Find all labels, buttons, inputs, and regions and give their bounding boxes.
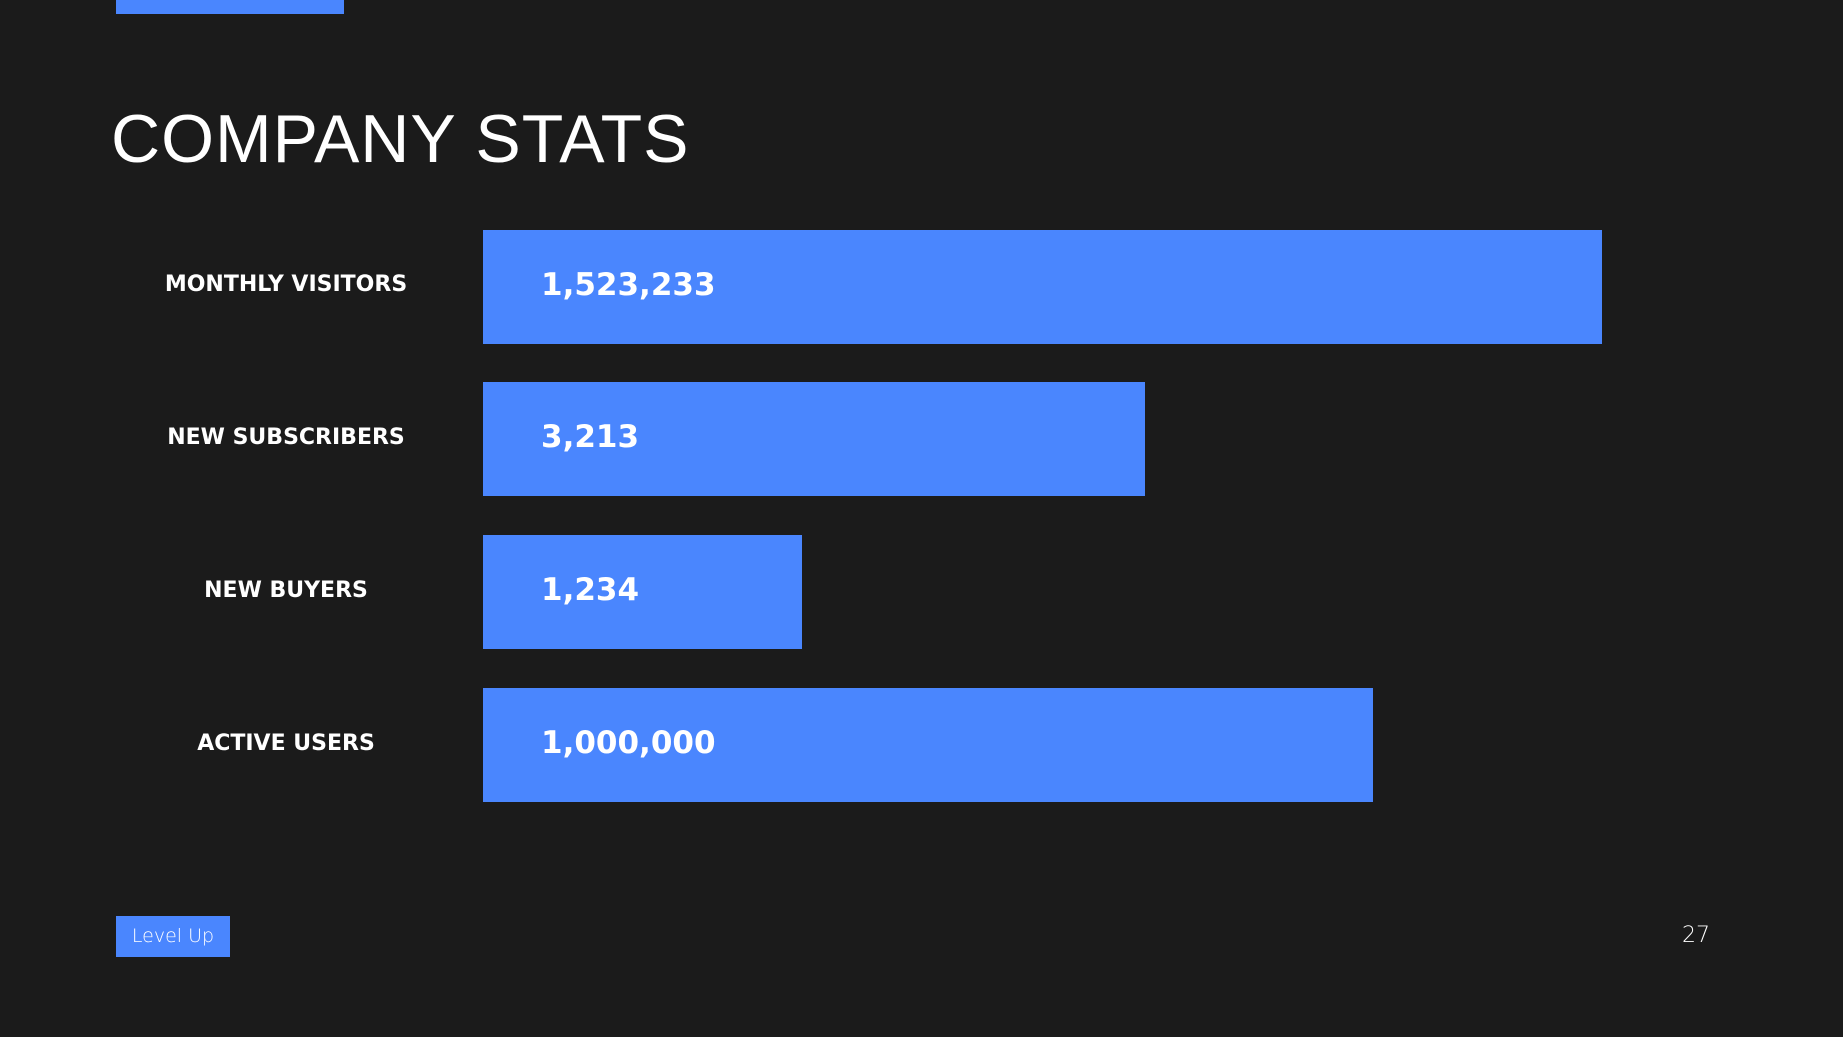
stat-value: 1,523,233 <box>541 267 716 303</box>
stat-label: NEW SUBSCRIBERS <box>167 425 405 450</box>
footer-tag: Level Up <box>116 916 230 957</box>
stat-label: NEW BUYERS <box>204 578 368 603</box>
stat-bar <box>483 230 1602 344</box>
stat-bar <box>483 382 1145 496</box>
stat-label: MONTHLY VISITORS <box>164 272 408 297</box>
slide-title: COMPANY STATS <box>111 101 690 177</box>
stat-value: 1,234 <box>541 572 640 608</box>
stat-label: ACTIVE USERS <box>197 731 375 756</box>
stat-bar <box>483 535 802 649</box>
stat-value: 1,000,000 <box>541 725 716 761</box>
page-number: 27 <box>1682 923 1710 948</box>
stat-value: 3,213 <box>541 419 640 455</box>
stat-bar <box>483 688 1373 802</box>
accent-bar <box>116 0 344 14</box>
